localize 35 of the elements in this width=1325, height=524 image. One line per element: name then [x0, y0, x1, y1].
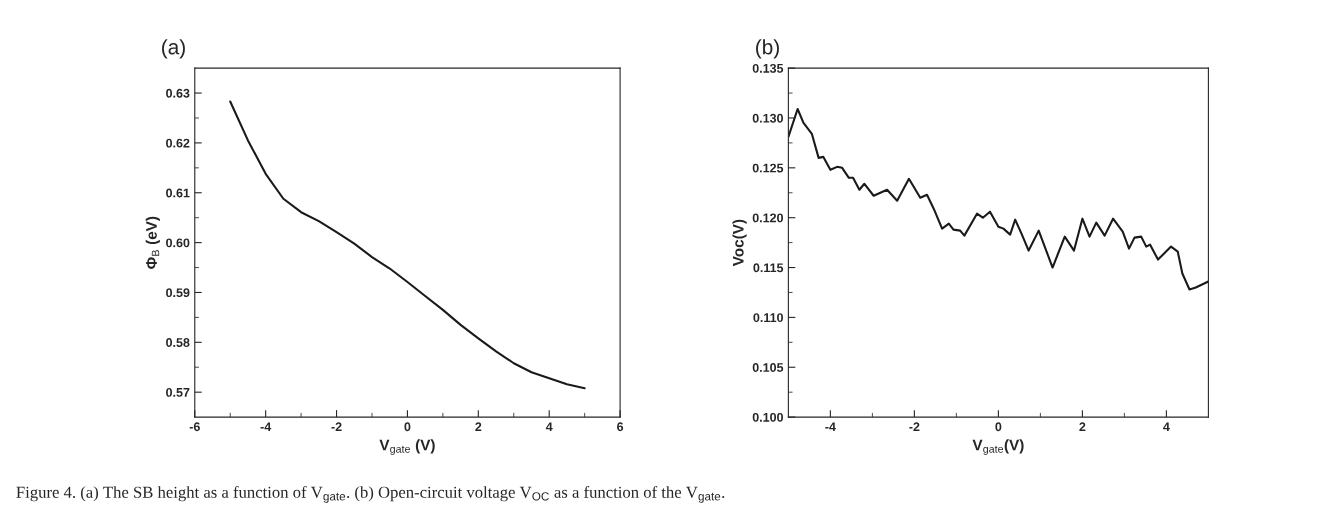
y-tick-label: 0.60	[166, 238, 190, 248]
y-tick-label: 0.105	[752, 363, 784, 372]
y-tick-label: 0.62	[166, 138, 190, 148]
x-tick-label: -4	[260, 422, 272, 432]
y-axis-title: Φ$_{B}$ (eV)	[145, 216, 160, 269]
x-tick-label: 4	[1163, 422, 1170, 432]
y-tick-label: 0.125	[752, 163, 784, 173]
y-tick-label: 0.135	[752, 63, 784, 73]
x-tick-label: -2	[909, 422, 920, 432]
x-tick-label: 0	[995, 422, 1002, 432]
chart-title: (b)	[756, 39, 779, 59]
x-tick-label: 2	[1079, 422, 1086, 432]
x-tick-label: -4	[825, 422, 836, 432]
x-tick-label: 0	[404, 422, 411, 432]
x-tick-label: -2	[331, 422, 342, 432]
x-tick-label: 6	[617, 422, 624, 432]
chart-title: (a)	[162, 39, 185, 59]
y-tick-label: 0.63	[166, 88, 190, 98]
y-tick-label: 0.100	[752, 412, 783, 422]
x-axis-title: V$_{gate}$(V)	[972, 439, 1024, 455]
y-tick-label: 0.57	[166, 387, 190, 397]
x-tick-label: 2	[475, 422, 482, 432]
y-axis-title: Voc(V)	[732, 219, 747, 267]
y-tick-label: 0.59	[166, 288, 190, 298]
y-tick-label: 0.61	[166, 188, 190, 198]
x-axis-title: V$_{gate}$ (V)	[379, 439, 435, 455]
y-tick-label: 0.130	[752, 113, 783, 123]
x-tick-label: -6	[189, 422, 200, 432]
caption: Figure 4. (a) The SB height as a function of V$_{gate}$. (b) Open-circuit voltage V$_{OC}$ as a function of the V$_{gate}$.	[16, 485, 725, 503]
y-tick-label: 0.115	[753, 263, 784, 273]
x-tick-label: 4	[545, 422, 553, 432]
y-tick-label: 0.58	[166, 338, 190, 347]
y-tick-label: 0.110	[753, 313, 783, 323]
line-series	[229, 100, 586, 390]
y-tick-label: 0.120	[752, 213, 783, 223]
